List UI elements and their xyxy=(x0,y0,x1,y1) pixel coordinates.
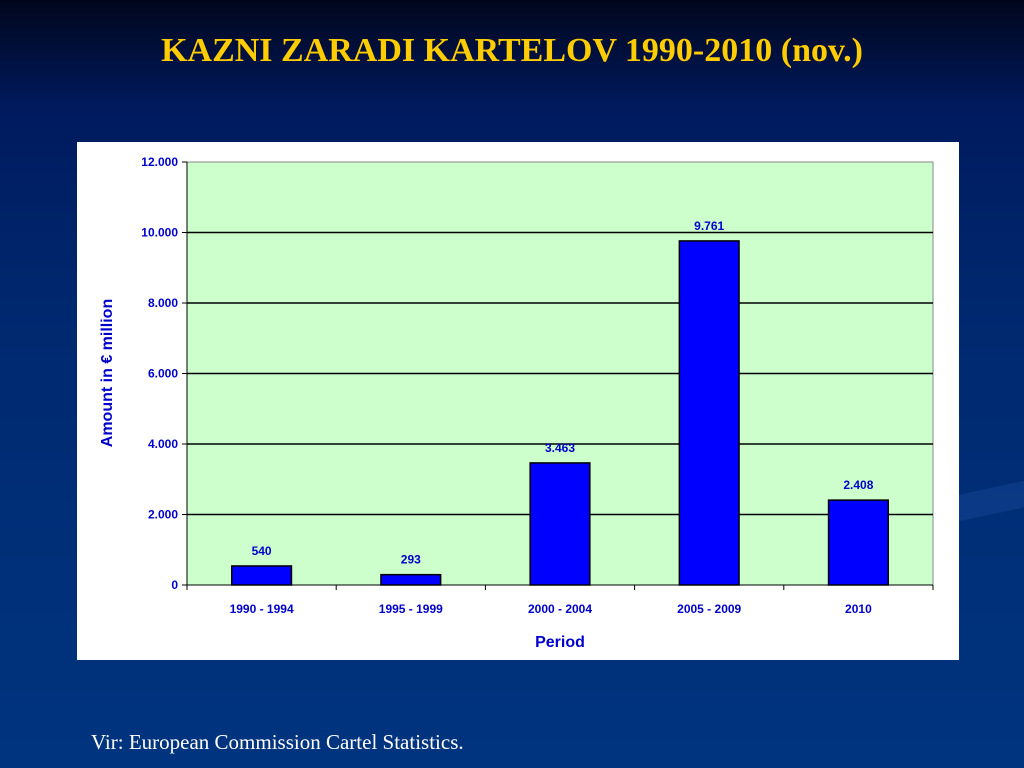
bars xyxy=(231,240,889,586)
data-label: 540 xyxy=(252,544,272,558)
bar xyxy=(380,573,442,586)
source-note: Vir: European Commission Cartel Statisti… xyxy=(91,730,464,754)
x-tick-label: 2010 xyxy=(845,602,872,616)
x-tick-label: 1995 - 1999 xyxy=(379,602,443,616)
y-tick-label: 12.000 xyxy=(141,155,178,169)
data-label: 293 xyxy=(401,553,421,567)
x-axis-title: Period xyxy=(535,634,585,651)
data-label: 3.463 xyxy=(545,441,575,455)
chart-panel: 0 2.000 4.000 6.000 8.000 10.000 12.000 1990 -… xyxy=(77,142,959,660)
gridlines xyxy=(187,231,933,516)
y-tick-label: 0 xyxy=(171,578,178,592)
y-tick-labels: 0 2.000 4.000 6.000 8.000 10.000 12.000 xyxy=(141,155,178,592)
slide-title: KAZNI ZARADI KARTELOV 1990-2010 (nov.) xyxy=(161,32,863,69)
x-tick-label: 2005 - 2009 xyxy=(677,602,741,616)
bar xyxy=(231,565,293,586)
y-tick-label: 6.000 xyxy=(148,367,178,381)
y-tick-label: 4.000 xyxy=(148,437,178,451)
axes xyxy=(182,161,934,590)
x-tick-labels: 1990 - 1994 1995 - 1999 2000 - 2004 2005 - … xyxy=(230,602,873,616)
bar xyxy=(529,462,591,586)
bar-chart: 0 2.000 4.000 6.000 8.000 10.000 12.000 1990 -… xyxy=(99,155,934,651)
data-label: 9.761 xyxy=(694,219,724,233)
bar xyxy=(678,240,740,586)
bar xyxy=(827,499,889,586)
data-label: 2.408 xyxy=(843,478,873,492)
y-axis-title: Amount in € million xyxy=(99,299,116,447)
x-tick-label: 1990 - 1994 xyxy=(230,602,294,616)
value-labels: 540 293 3.463 9.761 2.408 xyxy=(252,219,874,567)
y-tick-label: 8.000 xyxy=(148,296,178,310)
y-tick-label: 2.000 xyxy=(148,508,178,522)
x-tick-label: 2000 - 2004 xyxy=(528,602,592,616)
y-tick-label: 10.000 xyxy=(141,226,178,240)
